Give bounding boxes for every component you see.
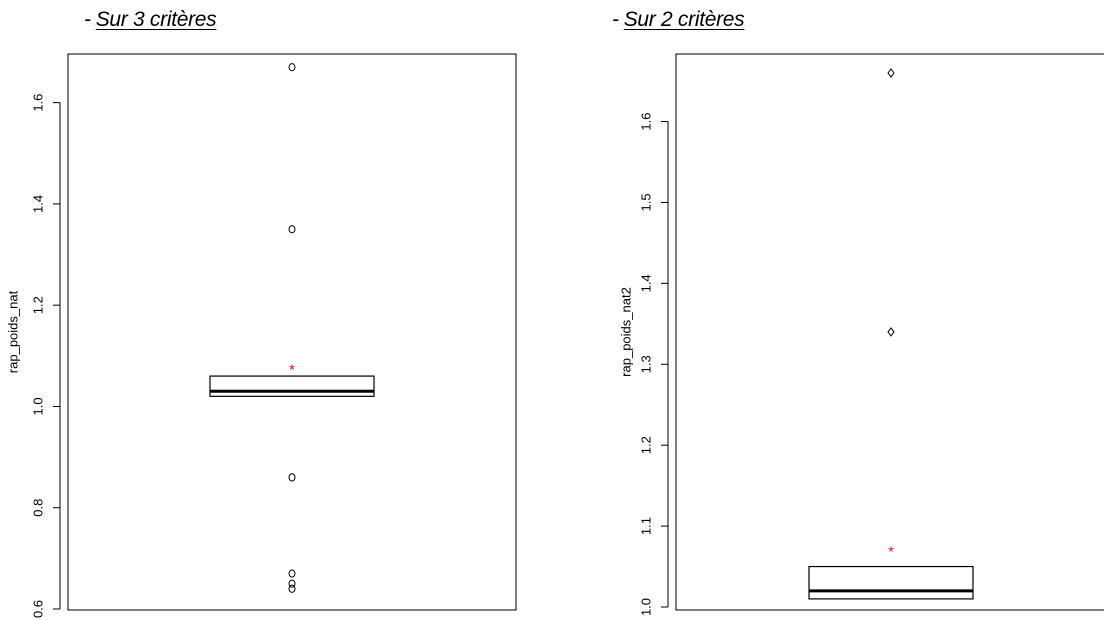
caption-right: - Sur 2 critères — [612, 8, 745, 32]
y-tick-label-right: 1.4 — [638, 274, 653, 292]
outlier-point-left — [288, 63, 296, 72]
y-tick-label-right: 1.0 — [638, 598, 653, 616]
y-tick-label-right: 1.2 — [638, 436, 653, 454]
y-tick-label-left: 1.6 — [30, 94, 45, 112]
caption-right-text: Sur 2 critères — [623, 8, 745, 31]
outlier-point-left — [288, 569, 296, 578]
y-tick-label-right: 1.1 — [638, 517, 653, 535]
caption-left-dash: - — [84, 8, 91, 31]
y-tick-label-left: 0.8 — [30, 499, 45, 517]
y-tick-label-right: 1.5 — [638, 193, 653, 211]
y-axis-title-left: rap_poids_nat — [5, 290, 20, 373]
outlier-point-right — [887, 68, 895, 78]
y-tick-label-left: 1.0 — [30, 397, 45, 415]
y-tick-label-right: 1.3 — [638, 355, 653, 373]
mean-marker-right: * — [888, 543, 894, 560]
box-iqr-right — [808, 565, 974, 600]
outlier-point-left — [288, 584, 296, 593]
y-axis-title-right: rap_poids_nat2 — [618, 287, 633, 377]
outlier-point-left — [288, 579, 296, 588]
boxplot-chart-left: 0.6 0.8 1.0 1.2 1.4 1.6 rap_poids_nat * — [5, 53, 517, 618]
caption-right-dash: - — [612, 8, 619, 31]
plot-frame-right — [675, 53, 1104, 611]
plot-frame-left — [67, 53, 517, 611]
mean-marker-left: * — [289, 361, 295, 378]
outlier-point-left — [288, 473, 296, 482]
outlier-point-left — [288, 225, 296, 234]
boxplot-chart-right: 1.0 1.1 1.2 1.3 1.4 1.5 1.6 rap_poids_nat2 * — [618, 53, 1104, 616]
y-tick-label-right: 1.6 — [638, 113, 653, 131]
outlier-point-right — [887, 327, 895, 337]
y-tick-label-left: 1.4 — [30, 195, 45, 213]
y-tick-label-left: 1.2 — [30, 296, 45, 314]
box-iqr-left — [209, 375, 375, 397]
caption-left-text: Sur 3 critères — [95, 8, 217, 31]
caption-left: - Sur 3 critères — [84, 8, 217, 32]
y-tick-label-left: 0.6 — [30, 600, 45, 618]
